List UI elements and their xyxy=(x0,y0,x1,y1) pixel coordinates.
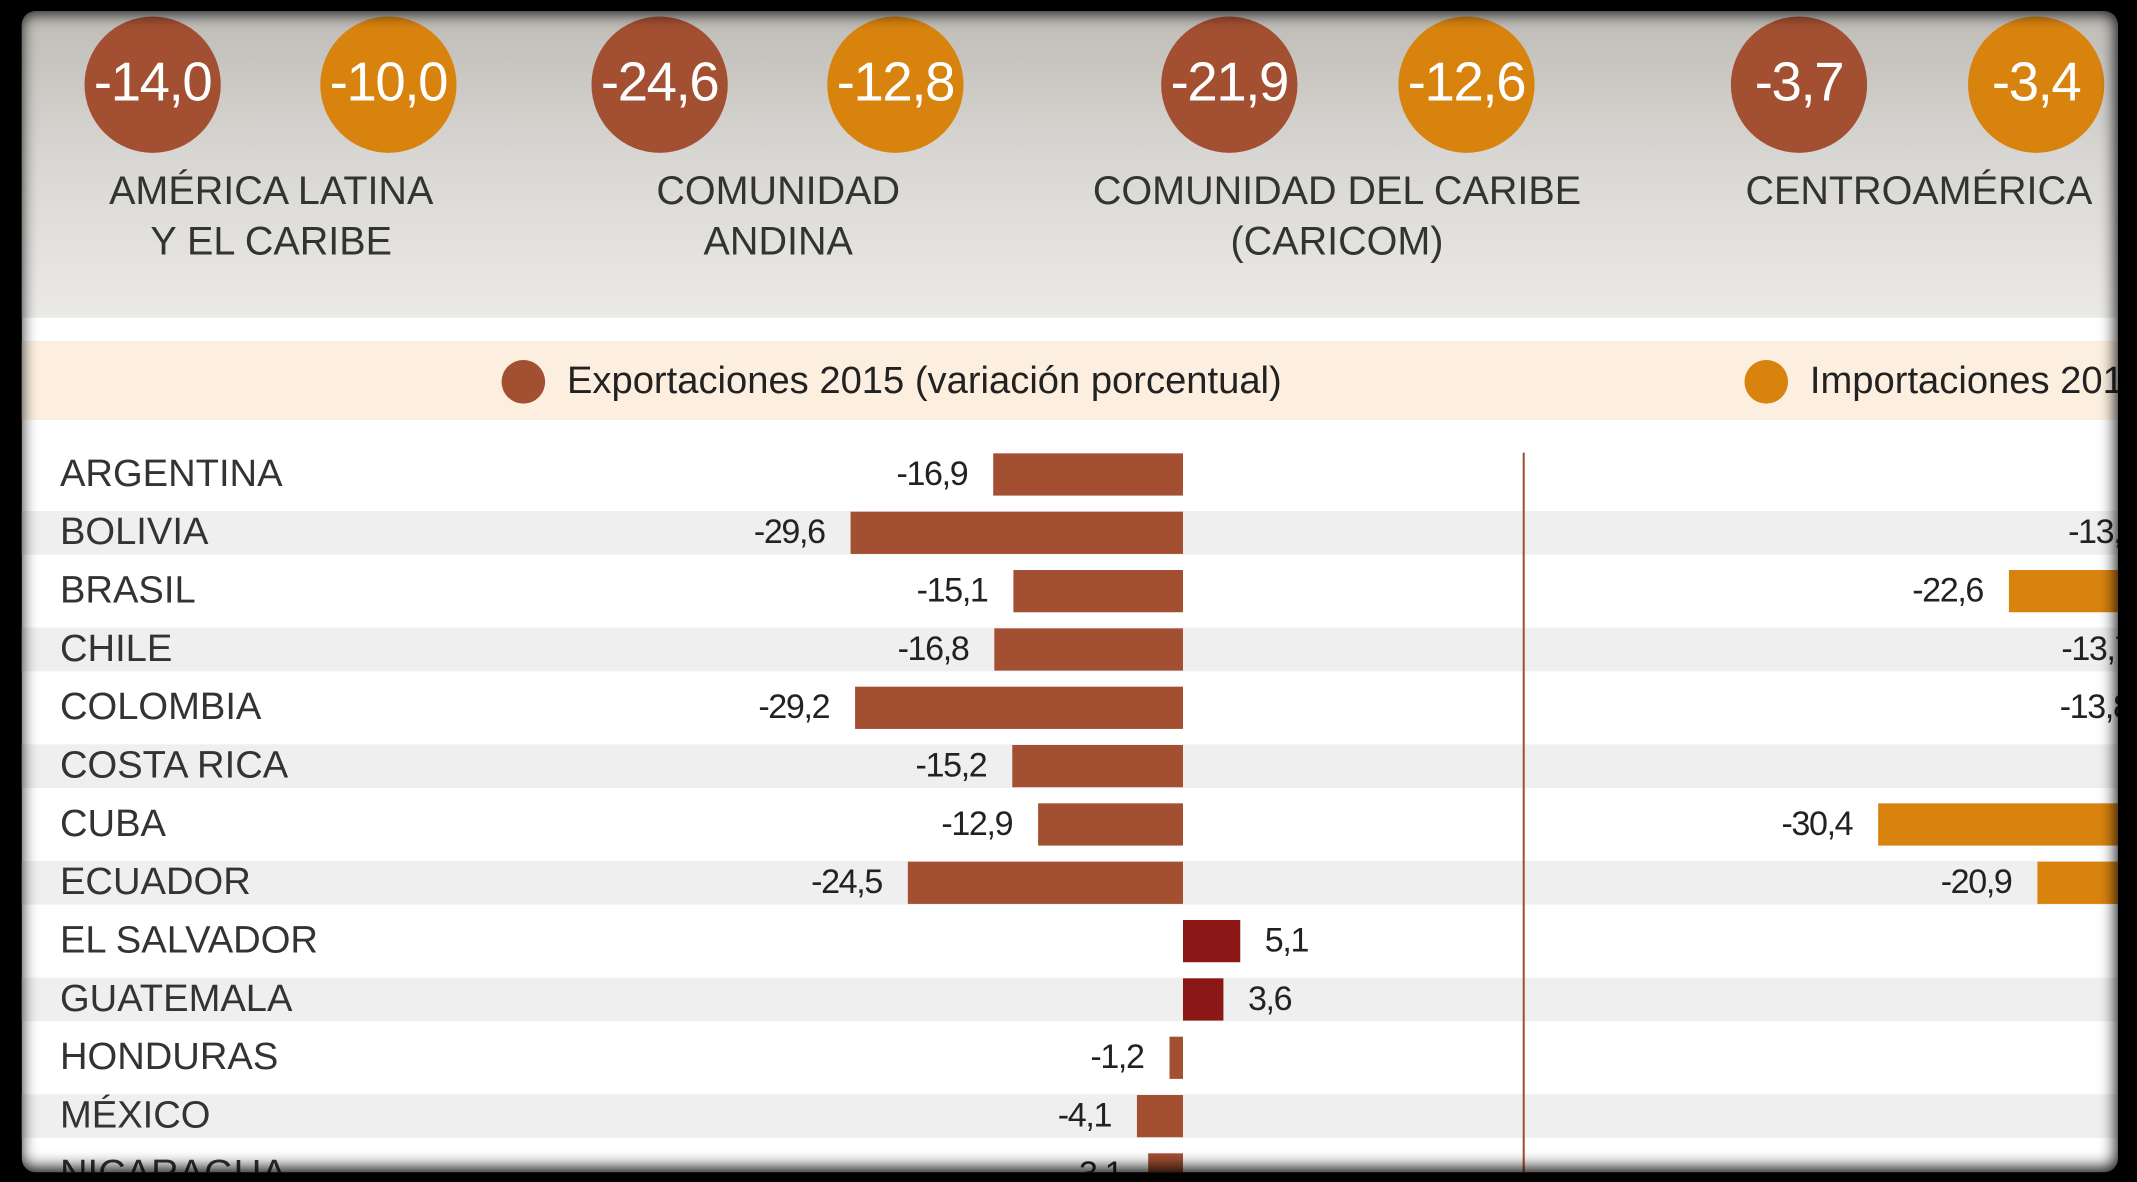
bar xyxy=(1182,978,1224,1021)
region-name: AMÉRICA LATINA xyxy=(109,169,434,213)
bar xyxy=(2037,861,2118,904)
value-label: -15,2 xyxy=(916,746,987,784)
category-label: GUATEMALA xyxy=(60,977,293,1020)
region-name: Y EL CARIBE xyxy=(150,220,392,264)
legend-label: Importaciones 2015 (variación porcentual… xyxy=(1810,359,2137,402)
category-label: ARGENTINA xyxy=(60,452,283,495)
legend-swatch xyxy=(501,359,546,404)
region-value: -24,6 xyxy=(601,51,718,112)
value-label: -16,8 xyxy=(898,630,969,668)
legend-swatch xyxy=(1744,359,1789,404)
bar xyxy=(993,453,1183,496)
region-value: -14,0 xyxy=(94,51,211,112)
category-label: COSTA RICA xyxy=(60,744,289,787)
value-label: -13,3 xyxy=(2068,513,2137,551)
region-value: -21,9 xyxy=(1171,51,1288,112)
value-label: -22,6 xyxy=(1912,571,1983,609)
region-value: -10,0 xyxy=(330,51,447,112)
value-label: 5,1 xyxy=(1265,921,1309,959)
bar xyxy=(1038,803,1183,846)
region-value: -3,4 xyxy=(1992,51,2081,112)
category-label: ECUADOR xyxy=(60,860,251,903)
bar xyxy=(1182,919,1241,963)
region-value: -3,7 xyxy=(1755,51,1843,112)
bar xyxy=(907,861,1183,904)
region-bubble xyxy=(827,16,964,153)
value-label: -16,9 xyxy=(896,455,967,493)
bar xyxy=(1136,1094,1183,1138)
category-label: BOLIVIA xyxy=(60,510,209,553)
region-name: COMUNIDAD xyxy=(656,169,900,213)
category-label: CHILE xyxy=(60,627,172,670)
category-label: EL SALVADOR xyxy=(60,919,318,962)
region-value: -12,8 xyxy=(837,51,954,112)
value-label: -15,1 xyxy=(917,571,988,609)
value-label: -13,7 xyxy=(2061,630,2132,668)
value-label: -29,6 xyxy=(754,513,825,551)
region-name: CENTROAMÉRICA xyxy=(1745,169,2093,213)
bar xyxy=(1148,1153,1183,1173)
row-band xyxy=(21,977,2118,1022)
value-label: -13,8 xyxy=(2060,688,2131,726)
region-name: COMUNIDAD DEL CARIBE xyxy=(1093,169,1581,213)
legend-label: Exportaciones 2015 (variación porcentual… xyxy=(567,359,1282,402)
row-band xyxy=(21,1094,2118,1138)
value-label: -3,1 xyxy=(1069,1155,1123,1182)
value-label: -29,2 xyxy=(758,688,829,726)
bar xyxy=(855,686,1183,729)
region-bubble xyxy=(84,16,221,153)
region-bubble xyxy=(1398,16,1535,153)
category-label: CUBA xyxy=(60,802,167,845)
region-bubble xyxy=(320,16,457,153)
value-label: -24,5 xyxy=(811,863,882,901)
region-name: ANDINA xyxy=(704,220,854,264)
bar xyxy=(1013,570,1183,613)
category-label: MÉXICO xyxy=(60,1094,211,1137)
bar xyxy=(1169,1036,1183,1079)
value-label: -1,2 xyxy=(1090,1038,1144,1076)
category-label: BRASIL xyxy=(60,569,196,612)
value-label: -20,9 xyxy=(1941,863,2012,901)
region-value: -12,6 xyxy=(1408,51,1525,112)
category-label: NICARAGUA xyxy=(60,1152,287,1182)
value-label: -4,1 xyxy=(1058,1096,1112,1134)
bar xyxy=(1012,745,1183,788)
region-bubble xyxy=(1968,16,2105,153)
value-label: -30,4 xyxy=(1781,805,1852,843)
value-label: -12,9 xyxy=(941,805,1012,843)
value-label: 3,6 xyxy=(1248,980,1292,1018)
region-bubble xyxy=(1730,16,1868,153)
category-label: HONDURAS xyxy=(60,1035,278,1078)
bar xyxy=(1878,803,2118,846)
region-name: (CARICOM) xyxy=(1231,220,1444,264)
category-label: COLOMBIA xyxy=(60,685,262,728)
region-bubble xyxy=(591,16,728,153)
region-bubble xyxy=(1161,16,1298,153)
bar xyxy=(994,628,1183,671)
bar xyxy=(2008,570,2118,613)
bar xyxy=(850,511,1183,554)
